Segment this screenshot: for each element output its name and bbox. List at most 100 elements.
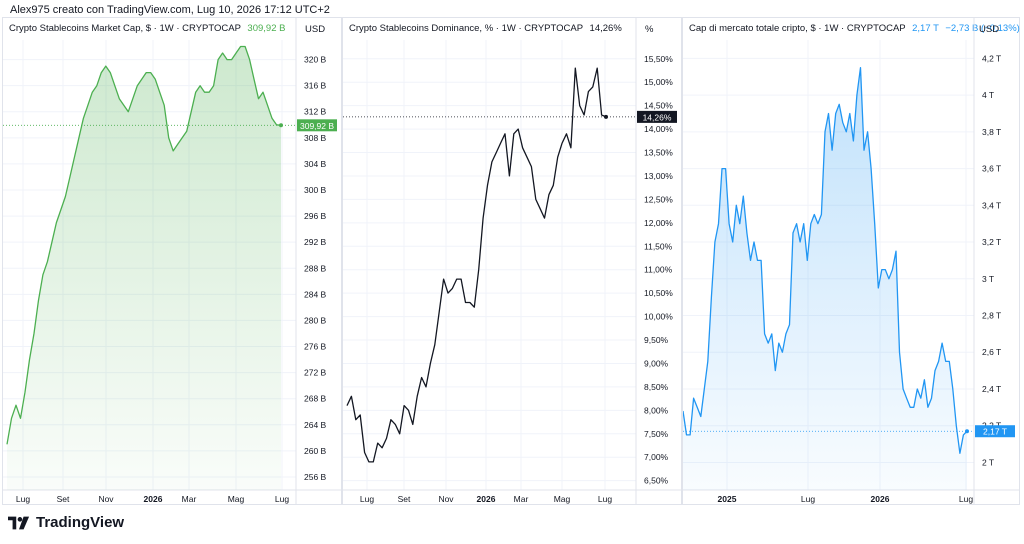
x-tick-label: Lug — [959, 494, 973, 504]
tradingview-logo-icon — [8, 516, 30, 529]
y-tick-label: 268 B — [304, 394, 327, 404]
y-tick-label: 7,50% — [644, 429, 669, 439]
y-tick-label: 3 T — [982, 274, 994, 284]
y-tick-label: 3,4 T — [982, 200, 1001, 210]
y-tick-label: 296 B — [304, 211, 327, 221]
series-change: −2,73 B (−0,13%) — [945, 23, 1020, 34]
panel-stablecoins-market-cap: Crypto Stablecoins Market Cap, $ · 1W · … — [2, 17, 342, 505]
series-last-value: 309,92 B — [247, 23, 286, 34]
y-tick-label: 13,00% — [644, 171, 673, 181]
y-tick-label: 308 B — [304, 133, 327, 143]
y-tick-label: 272 B — [304, 368, 327, 378]
chart-header-credit: Alex975 creato con TradingView.com, Lug … — [10, 4, 330, 16]
y-tick-label: 12,50% — [644, 194, 673, 204]
tradingview-logo[interactable]: TradingView — [8, 514, 124, 531]
y-tick-label: 2 T — [982, 457, 994, 467]
panel-total-crypto-market-cap: Cap di mercato totale cripto, $ · 1W · C… — [682, 17, 1020, 505]
series-title: Crypto Stablecoins Dominance, % · 1W · C… — [349, 23, 583, 34]
last-value-tag-text: 309,92 B — [300, 121, 334, 131]
x-tick-label: Nov — [98, 494, 114, 504]
y-tick-label: 12,00% — [644, 218, 673, 228]
y-tick-label: 13,50% — [644, 148, 673, 158]
price-axis-unit: USD — [305, 24, 326, 35]
last-value-dot — [604, 114, 608, 119]
last-value-tag-text: 2,17 T — [983, 427, 1007, 437]
y-tick-label: 288 B — [304, 263, 327, 273]
y-tick-label: 11,00% — [644, 265, 673, 275]
y-tick-label: 3,6 T — [982, 164, 1001, 174]
last-value-dot — [965, 429, 969, 434]
y-tick-label: 14,00% — [644, 124, 673, 134]
last-value-dot — [279, 123, 283, 128]
x-tick-label: 2026 — [144, 494, 163, 504]
x-tick-label: 2026 — [477, 494, 496, 504]
x-tick-label: Mag — [228, 494, 245, 504]
y-tick-label: 264 B — [304, 420, 327, 430]
y-tick-label: 10,50% — [644, 288, 673, 298]
y-tick-label: 9,00% — [644, 358, 669, 368]
series-line — [346, 67, 607, 463]
y-tick-label: 284 B — [304, 289, 327, 299]
series-last-value: 14,26% — [589, 23, 622, 34]
y-tick-label: 10,00% — [644, 312, 673, 322]
y-tick-label: 2,4 T — [982, 384, 1001, 394]
last-value-tag — [637, 110, 677, 123]
panel-stablecoins-dominance: Crypto Stablecoins Dominance, % · 1W · C… — [342, 17, 682, 505]
price-axis-unit: USD — [979, 24, 1000, 35]
last-value-tag — [297, 119, 337, 132]
y-tick-label: 276 B — [304, 342, 327, 352]
x-tick-label: Lug — [598, 494, 612, 504]
y-tick-label: 3,8 T — [982, 127, 1001, 137]
x-tick-label: Lug — [16, 494, 30, 504]
x-tick-label: Set — [57, 494, 70, 504]
x-tick-label: Mag — [554, 494, 571, 504]
x-tick-label: Mar — [514, 494, 529, 504]
y-tick-label: 8,00% — [644, 405, 669, 415]
y-tick-label: 15,00% — [644, 77, 673, 87]
tradingview-brand: TradingView — [36, 514, 125, 531]
y-tick-label: 2,6 T — [982, 347, 1001, 357]
x-tick-label: Lug — [360, 494, 374, 504]
series-line — [6, 45, 282, 445]
series-line — [683, 66, 968, 454]
series-title: Cap di mercato totale cripto, $ · 1W · C… — [689, 23, 906, 34]
panel-title: Crypto Stablecoins Market Cap, $ · 1W · … — [9, 23, 285, 34]
price-axis-unit: % — [645, 24, 654, 35]
y-tick-label: 260 B — [304, 446, 327, 456]
y-tick-label: 11,50% — [644, 241, 673, 251]
chart-canvas-dominance[interactable]: 15,50% 15,00% 14,50% 14,00% 13,50% 13,00% 12,5… — [343, 18, 681, 504]
last-value-tag — [975, 425, 1015, 438]
x-tick-label: Lug — [275, 494, 289, 504]
x-tick-label: Lug — [801, 494, 815, 504]
y-tick-label: 4,2 T — [982, 53, 1001, 63]
panel-title: Crypto Stablecoins Dominance, % · 1W · C… — [349, 23, 622, 34]
y-tick-label: 2,8 T — [982, 311, 1001, 321]
x-tick-label: 2025 — [718, 494, 737, 504]
y-tick-label: 3,2 T — [982, 237, 1001, 247]
y-tick-label: 8,50% — [644, 382, 669, 392]
chart-canvas-total-cap[interactable]: 4,2 T 4 T 3,8 T 3,6 T 3,4 T 3,2 T 3 T 2,8 T 2,6 … — [683, 18, 1019, 504]
y-tick-label: 300 B — [304, 185, 327, 195]
y-tick-label: 292 B — [304, 237, 327, 247]
series-last-value: 2,17 T — [912, 23, 939, 34]
y-tick-label: 280 B — [304, 315, 327, 325]
chart-canvas-market-cap[interactable]: 320 B 316 B 312 B 308 B 304 B 300 B 296 B 292 B… — [3, 18, 341, 504]
y-tick-label: 316 B — [304, 81, 327, 91]
series-area-fill — [683, 67, 967, 490]
y-tick-label: 9,50% — [644, 335, 669, 345]
y-tick-label: 14,50% — [644, 101, 673, 111]
panel-title: Cap di mercato totale cripto, $ · 1W · C… — [689, 23, 1020, 34]
y-tick-label: 256 B — [304, 472, 327, 482]
y-tick-label: 7,00% — [644, 452, 669, 462]
series-title: Crypto Stablecoins Market Cap, $ · 1W · … — [9, 23, 241, 34]
y-tick-label: 320 B — [304, 55, 327, 65]
y-tick-label: 4 T — [982, 90, 994, 100]
x-tick-label: Nov — [438, 494, 454, 504]
y-tick-label: 304 B — [304, 159, 327, 169]
x-tick-label: Mar — [182, 494, 197, 504]
last-value-tag-text: 14,26% — [643, 112, 672, 122]
y-tick-label: 15,50% — [644, 54, 673, 64]
y-tick-label: 6,50% — [644, 476, 669, 486]
x-tick-label: 2026 — [871, 494, 890, 504]
x-tick-label: Set — [398, 494, 411, 504]
